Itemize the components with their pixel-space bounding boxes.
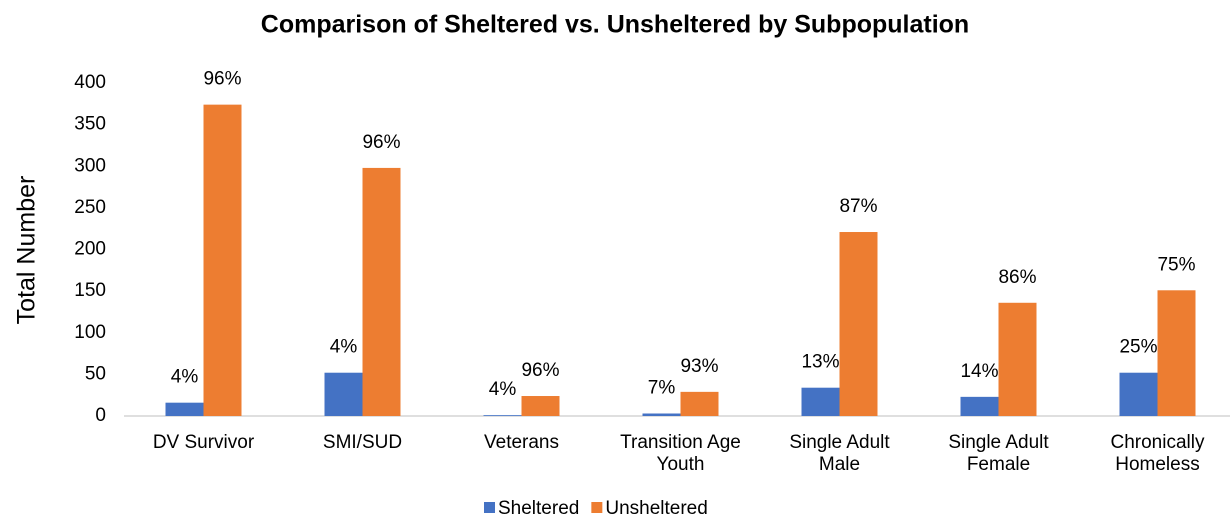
bar bbox=[203, 104, 242, 417]
bar-label: 14% bbox=[960, 361, 998, 382]
bar bbox=[483, 415, 522, 416]
legend-swatch bbox=[591, 502, 603, 513]
x-tick-label: SMI/SUD bbox=[322, 432, 403, 453]
legend-swatch bbox=[484, 502, 495, 513]
y-tick-label: 350 bbox=[74, 114, 106, 135]
bar-label: 25% bbox=[1119, 337, 1157, 358]
bar bbox=[960, 396, 999, 416]
y-tick-label: 400 bbox=[74, 72, 106, 93]
bar bbox=[362, 167, 401, 416]
bar-label: 87% bbox=[839, 196, 877, 217]
bar-label: 13% bbox=[801, 352, 839, 373]
y-tick-label: 50 bbox=[85, 363, 106, 384]
bar-label: 75% bbox=[1157, 254, 1195, 275]
bar bbox=[1157, 290, 1196, 416]
y-tick-label: 150 bbox=[74, 280, 106, 301]
bar-label: 96% bbox=[362, 132, 400, 153]
y-tick-label: 100 bbox=[74, 322, 106, 343]
y-tick-label: 250 bbox=[74, 197, 106, 218]
bar bbox=[521, 396, 560, 416]
bar-label: 4% bbox=[489, 379, 517, 400]
bar bbox=[642, 413, 681, 416]
bar bbox=[324, 372, 363, 416]
x-tick-label: DV Survivor bbox=[152, 432, 255, 453]
legend-label: Unsheltered bbox=[605, 498, 707, 519]
x-tick-label: Single Adult Female bbox=[948, 432, 1049, 475]
bar bbox=[839, 232, 878, 416]
y-axis-label: Total Number bbox=[13, 176, 41, 325]
bar-label: 93% bbox=[680, 356, 718, 377]
bar bbox=[801, 387, 840, 416]
bar-label: 86% bbox=[998, 267, 1036, 288]
y-tick-label: 300 bbox=[74, 155, 106, 176]
bar bbox=[998, 302, 1037, 416]
bar bbox=[165, 402, 204, 416]
bar-label: 7% bbox=[648, 378, 676, 399]
y-tick-label: 200 bbox=[74, 239, 106, 260]
y-tick-label: 0 bbox=[95, 405, 106, 426]
x-tick-label: Transition Age Youth bbox=[620, 432, 741, 475]
bar-label: 96% bbox=[521, 360, 559, 381]
bar-label: 4% bbox=[330, 337, 358, 358]
bar bbox=[680, 391, 719, 416]
legend-label: Sheltered bbox=[498, 498, 579, 519]
x-tick-label: Single Adult Male bbox=[789, 432, 890, 475]
x-tick-label: Chronically Homeless bbox=[1110, 432, 1205, 475]
x-tick-label: Veterans bbox=[484, 432, 559, 453]
bar bbox=[1119, 372, 1158, 416]
bar-label: 4% bbox=[171, 367, 199, 388]
chart-title: Comparison of Sheltered vs. Unsheltered … bbox=[261, 11, 969, 39]
bar-label: 96% bbox=[203, 69, 241, 90]
